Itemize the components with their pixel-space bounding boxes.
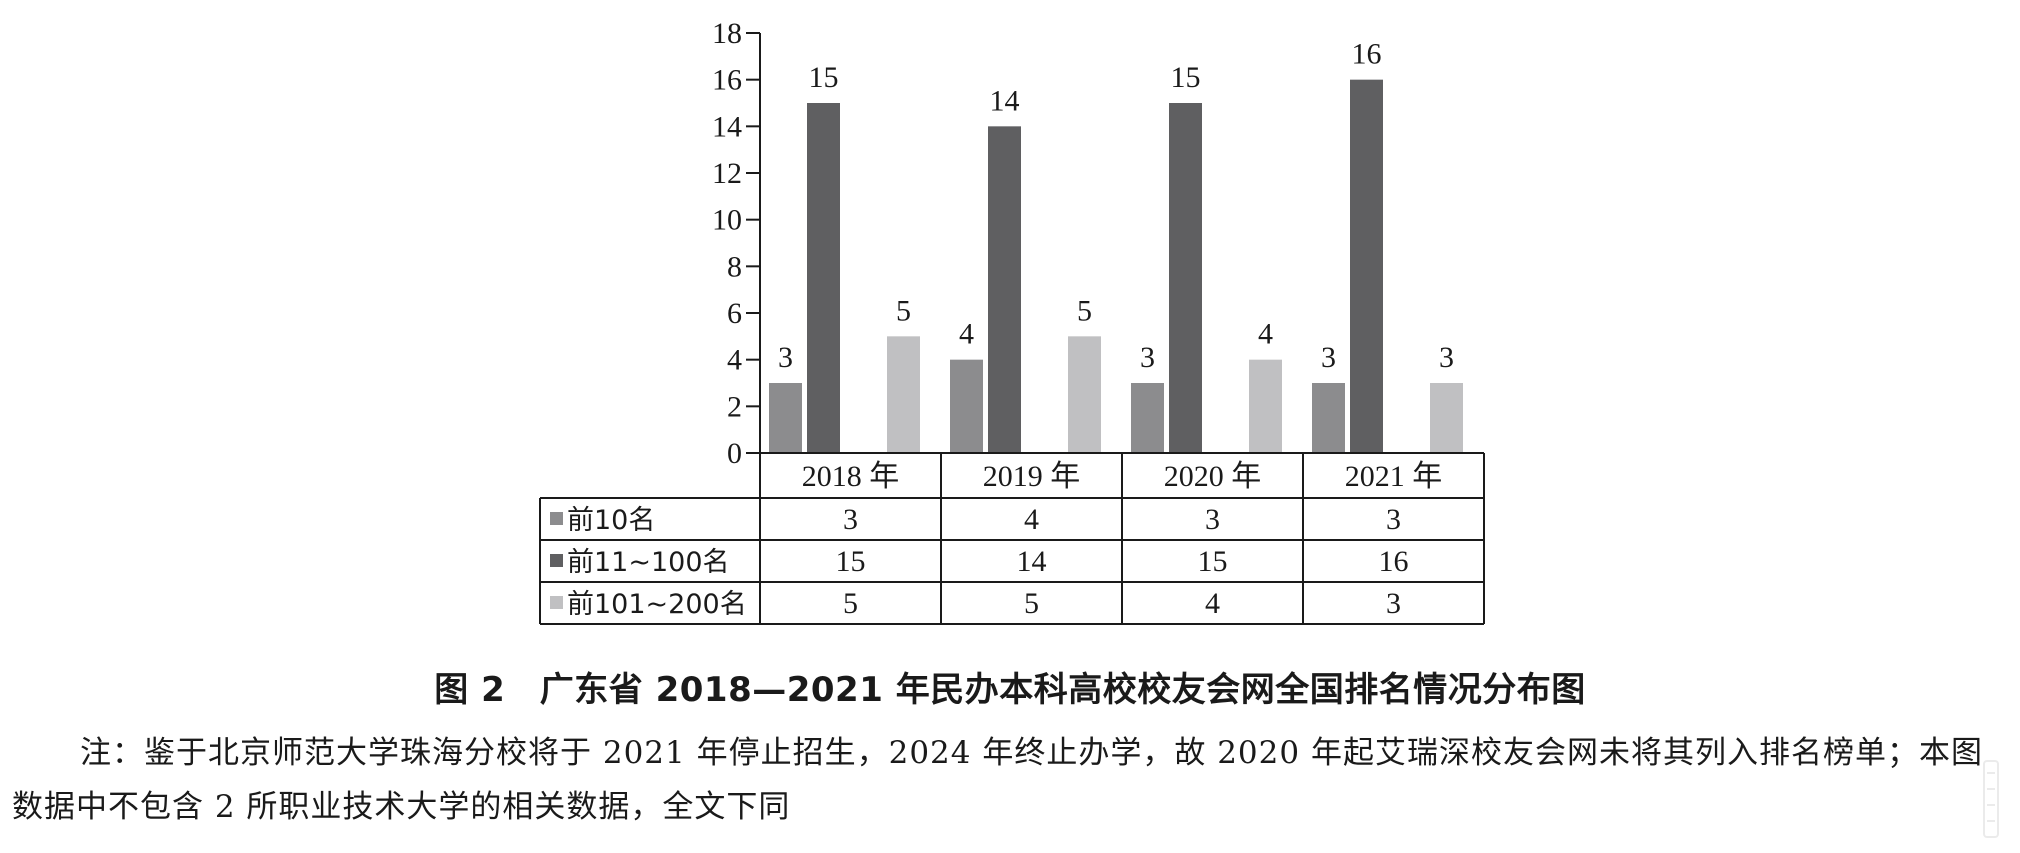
table-cell-value: 5 [843,587,858,620]
y-tick-label: 12 [712,157,742,190]
bar-value-label: 15 [809,61,839,94]
legend-swatch [550,554,563,567]
table-cell-value: 3 [1205,503,1220,536]
y-tick-label: 14 [712,110,742,143]
bar [1430,383,1463,453]
bar [1249,359,1282,453]
bar-value-label: 14 [990,84,1020,117]
legend-series-label: 前10名 [567,505,655,536]
y-tick-label: 18 [712,17,742,50]
y-tick-label: 0 [727,437,742,470]
bar [1350,79,1383,454]
bar-series [769,79,1463,454]
table-cell-value: 3 [1386,587,1401,620]
y-tick-label: 10 [712,204,742,237]
bar [950,359,983,453]
data-labels: 3 15 5 4 14 5 3 15 4 3 16 3 [778,38,1454,374]
bar [769,383,802,453]
y-tick-label: 4 [727,344,742,377]
chart-note: 注：鉴于北京师范大学珠海分校将于 2021 年停止招生，2024 年终止办学，故… [12,735,1983,825]
bar-value-label: 5 [896,294,911,327]
y-axis-ticks: 0 2 4 6 8 10 12 14 16 18 [712,17,760,470]
bar [1068,336,1101,453]
bar-value-label: 3 [1140,341,1155,374]
x-category-label: 2020 年 [1164,460,1262,493]
table-cell-value: 15 [836,545,866,578]
bar [1312,383,1345,453]
bar-value-label: 3 [1321,341,1336,374]
y-tick-label: 8 [727,250,742,283]
y-axis: 0 2 4 6 8 10 12 14 16 18 [712,17,761,470]
bar-value-label: 15 [1171,61,1201,94]
table-cell-value: 3 [843,503,858,536]
bar-value-label: 4 [959,318,974,351]
bar [1169,103,1202,453]
table-cell-value: 14 [1017,545,1047,578]
x-category-label: 2018 年 [802,460,900,493]
bar-value-label: 5 [1077,294,1092,327]
y-tick-label: 6 [727,297,742,330]
y-tick-label: 2 [727,390,742,423]
legend-series-label: 前101~200名 [567,589,747,620]
legend-series-label: 前11~100名 [567,547,730,578]
bar-value-label: 3 [1439,341,1454,374]
table-cell-value: 16 [1379,545,1409,578]
chart-caption: 图 2 广东省 2018—2021 年民办本科高校校友会网全国排名情况分布图 [434,670,1586,710]
table-cell-value: 3 [1386,503,1401,536]
x-category-label: 2021 年 [1345,460,1443,493]
bar-value-label: 4 [1258,318,1273,351]
bar [988,126,1021,453]
table-cell-value: 15 [1198,545,1228,578]
legend-swatch [550,596,563,609]
table-cell-value: 4 [1024,503,1039,536]
bar [1131,383,1164,453]
table-cell-value: 4 [1205,587,1220,620]
bar [807,103,840,453]
bar-value-label: 3 [778,341,793,374]
x-category-label: 2019 年 [983,460,1081,493]
table-cell-value: 5 [1024,587,1039,620]
legend-swatch [550,512,563,525]
watermark-icon [1983,760,1999,838]
bar-value-label: 16 [1352,38,1382,71]
y-tick-label: 16 [712,64,742,97]
bar [887,336,920,453]
